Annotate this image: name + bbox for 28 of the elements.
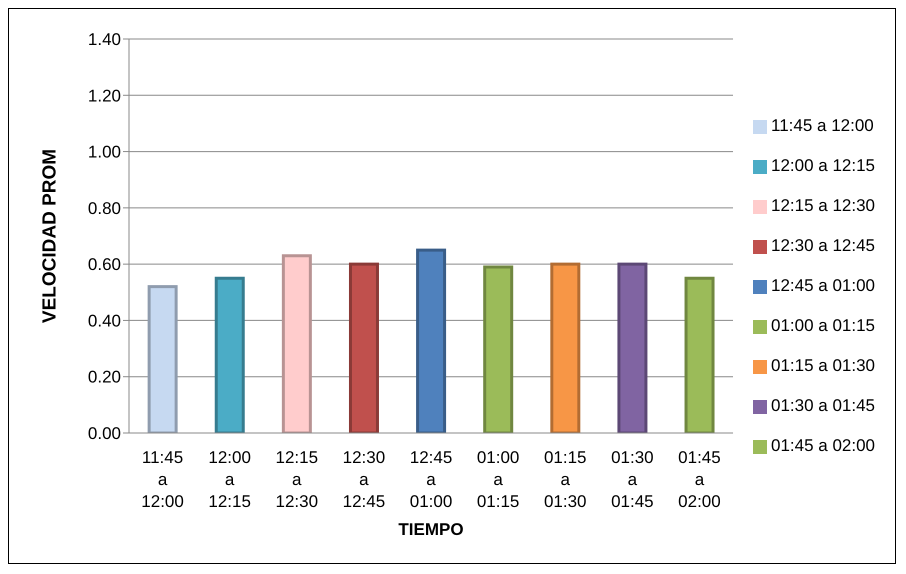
legend-label: 12:15 a 12:30 [771, 196, 875, 215]
x-tick-label: 12:15 a 12:30 [276, 448, 318, 511]
x-tick-label: 12:45 a 01:00 [410, 448, 452, 511]
legend-label: 01:45 a 02:00 [771, 436, 875, 455]
y-tick-label: 1.00 [88, 142, 121, 162]
x-tick-label: 01:30 a 01:45 [611, 448, 654, 511]
y-tick-label: 0.80 [88, 198, 121, 218]
legend-label: 12:00 a 12:15 [771, 156, 875, 175]
legend-label: 12:45 a 01:00 [771, 276, 875, 295]
x-tick-label: 12:00 a 12:15 [208, 448, 251, 511]
x-tick-label: 01:45 a 02:00 [678, 448, 721, 511]
x-axis-title: TIEMPO [398, 520, 464, 539]
x-tick-label: 12:30 a 12:45 [342, 448, 386, 511]
legend-label: 01:15 a 01:30 [771, 356, 875, 375]
x-tick-label: 01:00 a 01:15 [476, 448, 520, 511]
legend-label: 01:00 a 01:15 [771, 316, 875, 335]
x-tick-label: 01:15 a 01:30 [544, 448, 587, 511]
legend-label: 12:30 a 12:45 [771, 236, 875, 255]
y-tick-label: 0.40 [88, 311, 121, 330]
x-tick-label: 11:45 a 12:00 [141, 448, 184, 511]
legend-label: 01:30 a 01:45 [771, 396, 875, 415]
y-tick-label: 0.00 [88, 424, 121, 444]
legend-label: 11:45 a 12:00 [771, 116, 874, 135]
y-tick-label: 0.60 [88, 255, 121, 274]
y-axis-title: VELOCIDAD PROM [40, 148, 61, 324]
y-tick-label: 0.20 [88, 368, 121, 387]
y-tick-label: 1.40 [88, 30, 121, 50]
y-tick-label: 1.20 [88, 86, 121, 106]
